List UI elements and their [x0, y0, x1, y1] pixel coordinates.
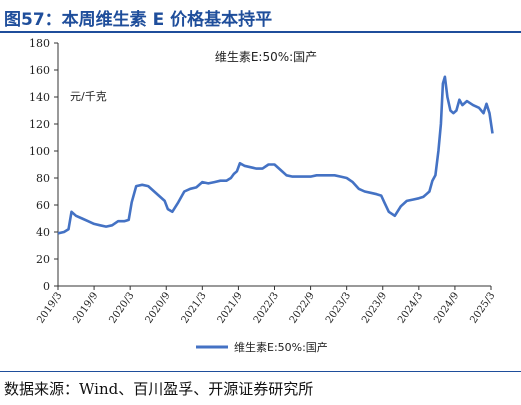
header-divider — [0, 31, 521, 33]
y-axis-unit-label: 元/千克 — [70, 90, 107, 103]
series-group — [57, 75, 494, 235]
x-tick-label: 2023/9 — [360, 290, 389, 325]
chart-container: 0 20 40 60 80 100 120 140 160 180 2019/3 2019/9 202… — [0, 34, 521, 364]
figure-header: 图57：本周维生素 E 价格基本持平 — [0, 0, 521, 33]
footer-divider — [0, 371, 521, 372]
x-tick-label: 2024/3 — [396, 290, 425, 325]
y-tick-label: 20 — [36, 253, 50, 266]
series-line — [57, 75, 494, 235]
x-tick-label: 2023/3 — [324, 290, 353, 325]
x-tick-label: 2021/3 — [180, 290, 209, 325]
y-tick-label: 60 — [36, 199, 50, 212]
y-tick-label: 120 — [29, 118, 50, 131]
chart-title: 维生素E:50%:国产 — [215, 50, 317, 64]
x-tick-label: 2019/3 — [35, 290, 64, 325]
x-tick-label: 2025/3 — [468, 290, 497, 325]
figure-title: 图57：本周维生素 E 价格基本持平 — [4, 10, 273, 30]
x-tick-label: 2020/9 — [144, 290, 173, 325]
chart-legend: 维生素E:50%:国产 — [196, 340, 328, 354]
x-tick-label: 2020/3 — [107, 290, 136, 325]
x-tick-label: 2019/9 — [71, 290, 100, 325]
source-note: 数据来源：Wind、百川盈孚、开源证券研究所 — [4, 380, 314, 398]
legend-label: 维生素E:50%:国产 — [234, 340, 328, 354]
x-tick-label: 2024/9 — [432, 290, 461, 325]
x-tick-label: 2022/3 — [252, 290, 281, 325]
y-tick-label: 40 — [36, 226, 50, 239]
x-tick-label: 2021/9 — [216, 290, 245, 325]
y-axis-ticks: 0 20 40 60 80 100 120 140 160 180 — [29, 37, 58, 293]
y-tick-label: 80 — [36, 172, 50, 185]
x-axis-ticks: 2019/3 2019/9 2020/3 2020/9 2021/3 2021/9 2022… — [35, 286, 497, 326]
y-tick-label: 180 — [29, 37, 50, 50]
x-tick-label: 2022/9 — [288, 290, 317, 325]
y-tick-label: 100 — [29, 145, 50, 158]
y-tick-label: 140 — [29, 91, 50, 104]
y-tick-label: 160 — [29, 64, 50, 77]
y-tick-label: 0 — [43, 280, 50, 293]
